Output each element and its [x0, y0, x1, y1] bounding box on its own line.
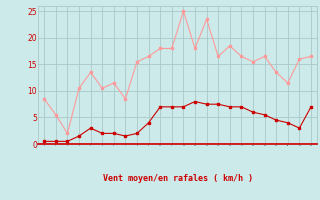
Text: Vent moyen/en rafales ( km/h ): Vent moyen/en rafales ( km/h ) — [103, 174, 252, 183]
